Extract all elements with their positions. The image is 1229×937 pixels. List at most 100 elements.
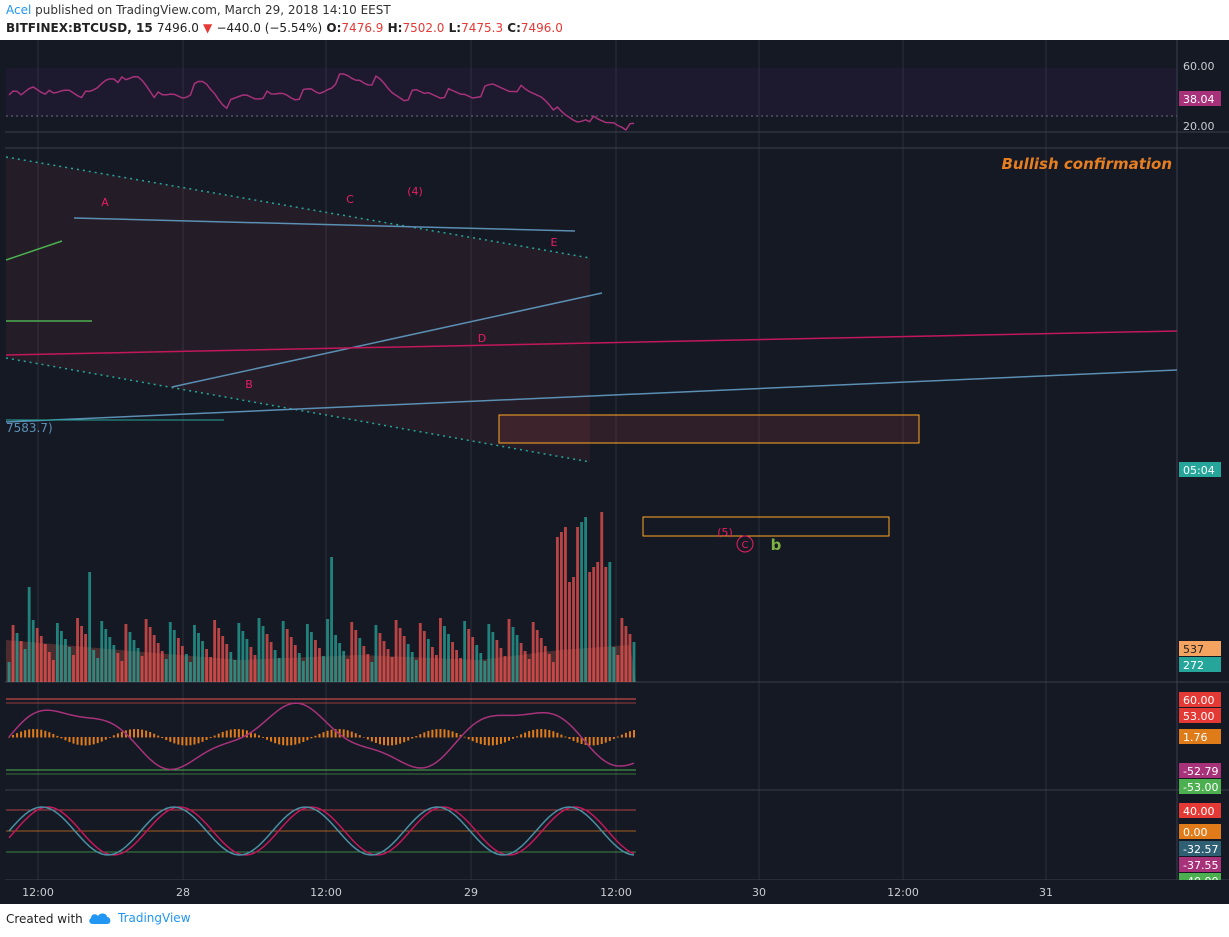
osc1-badge-3: -52.79 [1183,765,1218,778]
volume-bar [318,648,321,682]
osc1-histogram-bar [467,737,470,740]
osc1-histogram-bar [322,732,325,738]
volume-bar [221,636,225,682]
osc1-histogram-bar [346,730,349,738]
volume-bar [132,640,136,682]
osc1-histogram-bar [314,735,317,738]
osc1-histogram-bar [157,735,160,738]
osc1-histogram-bar [483,737,486,746]
volume-bar [245,639,249,682]
volume-bar [185,654,188,682]
wave-label-4: E [551,236,558,249]
volume-bar [100,621,104,682]
volume-bar [374,625,378,682]
osc1-histogram-bar [628,731,631,738]
osc1-histogram-bar [282,737,285,746]
osc1-histogram-bar [508,737,510,741]
osc1-histogram-bar [354,733,357,738]
volume-bar [322,656,325,682]
author-link[interactable]: Acel [6,3,32,17]
wave-ac-line [73,217,576,232]
volume-bar [156,643,160,682]
volume-bar [624,626,628,682]
volume-bar [543,646,547,682]
volume-bar [11,625,15,682]
volume-bar [588,572,592,682]
long-trendline [5,369,1178,423]
osc1-histogram-bar [495,737,498,745]
osc1-histogram-bar [145,730,148,738]
volume-bar [7,662,11,682]
volume-bar [612,647,616,682]
osc1-histogram-bar [528,731,531,738]
volume-bar [402,636,406,682]
osc1-histogram-bar [552,731,555,738]
volume-bar [447,634,450,682]
osc1-histogram-bar [92,737,95,745]
osc1-histogram-bar [137,729,140,738]
volume-bar [547,654,551,682]
volume-bar [68,647,71,682]
osc1-histogram-bar [262,737,265,738]
created-with-text: Created with [6,912,83,926]
osc1-histogram-bar [588,737,591,746]
osc1-histogram-bar [616,736,619,738]
osc1-histogram-bar [20,731,23,738]
osc1-badge-2-bg [1179,729,1221,744]
osc1-histogram-bar [358,735,361,738]
rsi-tick-20: 20.00 [1183,120,1215,133]
osc1-histogram-bar [173,737,176,744]
volume-bar [31,620,35,682]
symbol-label[interactable]: BITFINEX:BTCUSD, 15 [6,21,153,35]
volume-bar [84,634,88,682]
volume-bar [515,635,519,682]
tradingview-link[interactable]: TradingView [88,911,191,925]
osc1-badge-0: 60.00 [1183,694,1215,707]
osc1-histogram-bar [463,736,466,738]
symbol-line: BITFINEX:BTCUSD, 15 7496.0 ▼ −440.0 (−5.… [6,21,563,35]
osc1-histogram-bar [225,730,228,738]
volume-bar [310,632,313,682]
osc1-histogram-bar [64,737,67,741]
volume-bar [293,645,297,682]
osc1-histogram-bar [439,729,442,738]
volume-bar [273,650,277,682]
osc1-histogram-bar [253,733,256,738]
volume-bar [176,638,180,682]
volume-bar [362,646,366,682]
osc1-histogram-bar [544,729,547,738]
time-tick-4: 12:00 [600,886,632,899]
volume-bar [511,627,515,682]
osc1-histogram-bar [411,737,414,739]
volume-bar [112,645,116,682]
osc2-badge-2-bg [1179,841,1221,856]
osc1-histogram-bar [286,737,289,746]
circled-c-ring [736,535,754,553]
osc1-histogram-bar [443,729,446,738]
price-chart[interactable]: 8300.08200.08100.08000.07900.07800.07700… [0,40,1229,904]
volume-bar [197,633,200,682]
osc1-histogram-bar [366,737,369,740]
osc1-histogram-bar [48,732,51,738]
volume-bar [47,652,51,682]
volume-bar [398,628,402,682]
tradingview-text: TradingView [118,911,191,925]
volume-bar [253,655,257,682]
osc1-histogram-bar [104,737,107,740]
volume-bar [168,622,172,682]
osc1-histogram-bar [24,730,27,738]
volume-bar [205,649,208,682]
volume-bar [394,620,398,682]
osc1-badge-1-bg [1179,708,1221,723]
osc1-histogram-bar [237,729,240,738]
volume-bar [503,656,507,682]
osc1-histogram-bar [32,729,35,738]
channel-line-a [5,240,63,261]
osc1-histogram-bar [169,737,172,742]
osc1-histogram-bar [201,737,204,742]
volume-badge-2-bg [1179,657,1221,672]
volume-bar [72,655,75,682]
chart-header: Acel published on TradingView.com, March… [0,0,1229,40]
volume-bar [600,512,604,682]
volume-bar [116,653,120,682]
